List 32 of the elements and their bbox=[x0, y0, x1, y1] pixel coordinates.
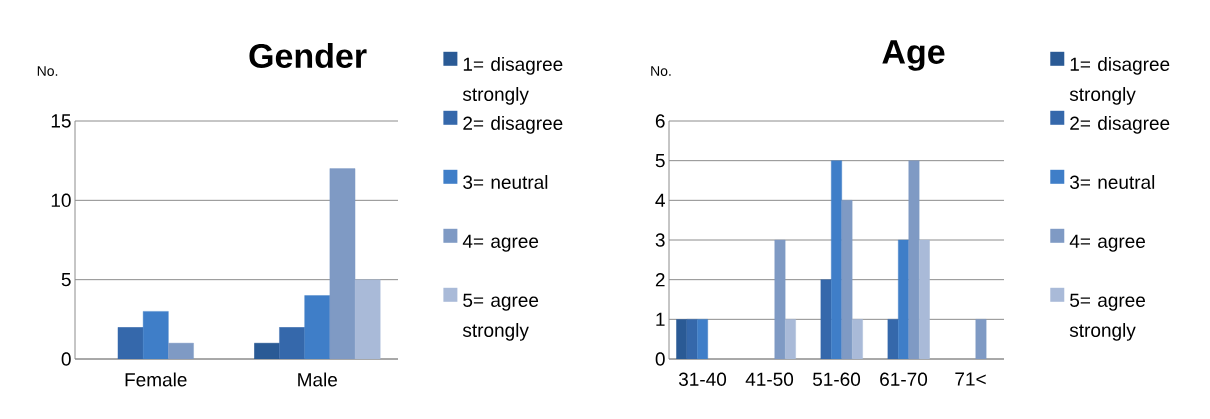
x-tick-label: Female bbox=[125, 372, 187, 387]
chart-title: Age bbox=[882, 40, 945, 71]
x-tick-label: 61-70 bbox=[880, 372, 928, 386]
legend-label: 1= disagree strongly bbox=[1069, 57, 1170, 105]
x-tick-label: 41-50 bbox=[745, 372, 794, 386]
x-tick-label: 71< bbox=[955, 372, 986, 386]
legend-label: 4= agree bbox=[1069, 234, 1146, 252]
y-tick-label: 2 bbox=[655, 273, 665, 287]
y-tick-label: 15 bbox=[51, 114, 71, 128]
y-tick-label: 0 bbox=[61, 352, 71, 366]
legend-label: 5= agree strongly bbox=[462, 293, 539, 341]
y-axis-title: No. bbox=[37, 66, 58, 76]
x-tick-label: Male bbox=[298, 372, 337, 387]
y-tick-label: 1 bbox=[656, 312, 665, 326]
legend-label: 2= disagree bbox=[1070, 116, 1170, 134]
legend-label: 3= neutral bbox=[463, 175, 548, 189]
legend-label: 1= disagree strongly bbox=[462, 57, 563, 105]
y-tick-label: 4 bbox=[655, 193, 665, 207]
y-axis-title: No. bbox=[651, 66, 671, 76]
legend-label: 5= agree strongly bbox=[1069, 293, 1146, 341]
x-tick-label: 31-40 bbox=[678, 372, 727, 386]
legend-label: 4= agree bbox=[462, 234, 539, 252]
y-tick-label: 6 bbox=[655, 114, 665, 128]
y-tick-label: 10 bbox=[51, 193, 71, 208]
x-tick-label: 51-60 bbox=[812, 372, 861, 386]
y-tick-label: 5 bbox=[655, 154, 665, 168]
y-tick-label: 5 bbox=[61, 273, 71, 287]
y-tick-label: 0 bbox=[655, 352, 665, 366]
legend-label: 2= disagree bbox=[463, 116, 563, 134]
legend-label: 3= neutral bbox=[1070, 175, 1155, 189]
y-tick-label: 3 bbox=[655, 233, 665, 247]
chart-title: Gender bbox=[249, 43, 367, 68]
